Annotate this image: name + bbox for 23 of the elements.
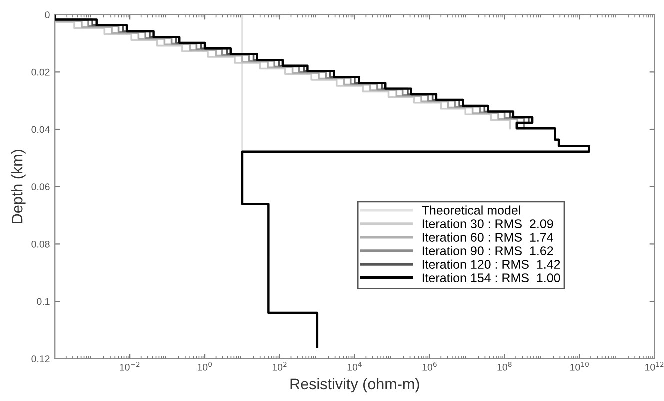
y-tick-label: 0 — [45, 12, 50, 18]
y-tick-label: 0.1 — [37, 298, 50, 306]
y-axis-title: Depth (km) — [12, 150, 26, 224]
legend-label: Theoretical model — [422, 206, 520, 215]
y-tick-label: 0.08 — [32, 240, 50, 248]
x-axis-title: Resistivity (ohm-m) — [290, 378, 420, 393]
x-tick-label: 10$^{−2}$ — [120, 362, 140, 371]
y-tick-label: 0.06 — [32, 184, 50, 190]
y-tick-label: 0.12 — [32, 356, 50, 363]
y-tick-label: 0.04 — [32, 126, 50, 134]
x-tick-label: 10$^{0}$ — [198, 362, 212, 371]
y-tick-label: 0.02 — [32, 68, 50, 76]
x-tick-label: 10$^{12}$ — [646, 362, 664, 371]
legend-label: Iteration 154 : RMS 1.00 — [422, 273, 560, 283]
x-tick-label: 10$^{4}$ — [348, 362, 362, 371]
x-tick-label: 10$^{6}$ — [422, 362, 437, 371]
x-tick-label: 10$^{10}$ — [570, 362, 589, 371]
legend-label: Iteration 30 : RMS 2.09 — [422, 219, 554, 228]
legend-label: Iteration 120 : RMS 1.42 — [422, 260, 560, 269]
legend-label: Iteration 60 : RMS 1.74 — [422, 232, 554, 242]
x-tick-label: 10$^{2}$ — [272, 362, 287, 371]
x-tick-label: 10$^{8}$ — [498, 362, 512, 371]
legend-label: Iteration 90 : RMS 1.62 — [422, 246, 554, 256]
